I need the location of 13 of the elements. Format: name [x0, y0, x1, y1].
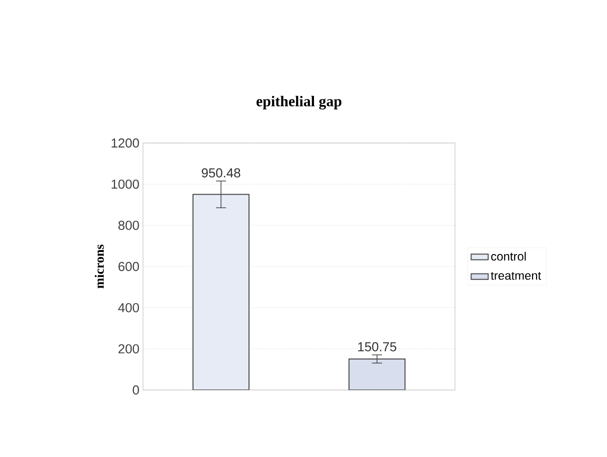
data-label: 150.75 [358, 342, 396, 352]
y-tick-label: 800 [118, 220, 139, 230]
y-tick-label: 0 [132, 385, 139, 395]
data-label: 950.48 [202, 168, 240, 178]
y-tick-label: 400 [118, 303, 139, 312]
y-tick-label: 200 [118, 344, 139, 354]
y-axis-title: microns [94, 244, 104, 288]
y-tick-label: 1200 [112, 138, 139, 148]
y-tick-label: 600 [118, 262, 139, 272]
legend-label: control [491, 252, 526, 261]
legend-label: treatment [490, 272, 542, 280]
chart-title: epithelial gap [256, 96, 342, 110]
y-tick-label: 1000 [112, 180, 139, 189]
